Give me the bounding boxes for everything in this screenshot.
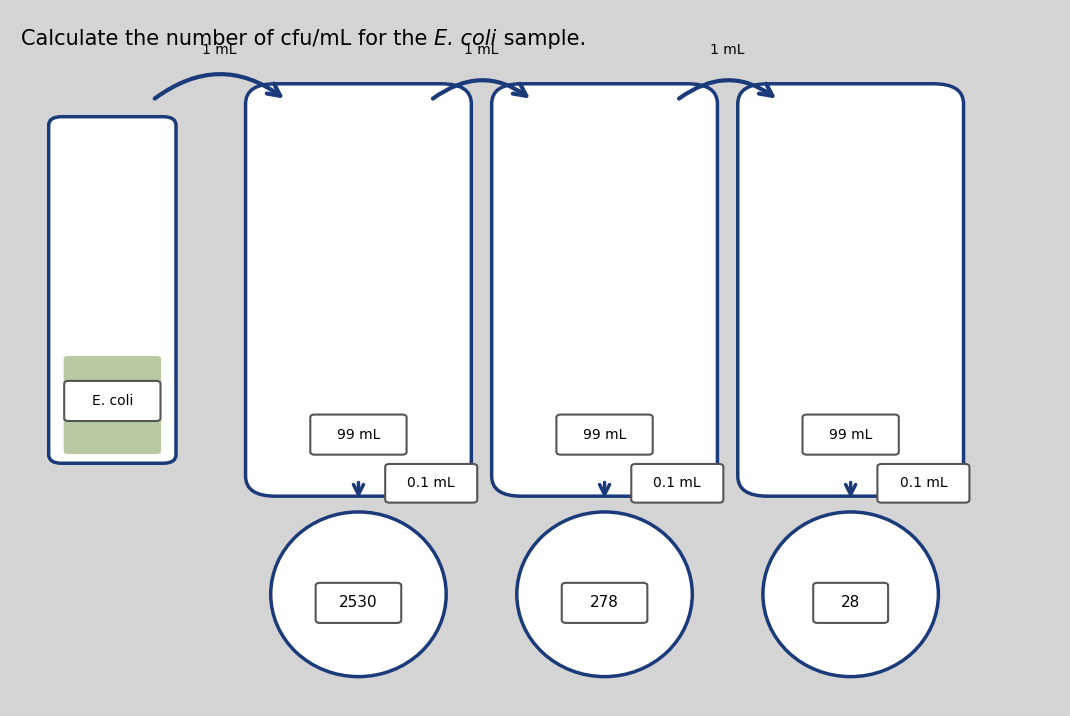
Text: 0.1 mL: 0.1 mL <box>408 476 455 490</box>
FancyBboxPatch shape <box>631 464 723 503</box>
Text: sample.: sample. <box>496 29 585 49</box>
Ellipse shape <box>517 512 692 677</box>
Ellipse shape <box>763 512 938 677</box>
Text: 2530: 2530 <box>339 596 378 610</box>
Text: 1 mL: 1 mL <box>202 43 236 57</box>
Text: 278: 278 <box>591 596 618 610</box>
Text: 1 mL: 1 mL <box>464 43 499 57</box>
FancyBboxPatch shape <box>310 415 407 455</box>
FancyBboxPatch shape <box>316 583 401 623</box>
Text: 0.1 mL: 0.1 mL <box>654 476 701 490</box>
Ellipse shape <box>271 512 446 677</box>
Text: E. coli: E. coli <box>434 29 496 49</box>
FancyBboxPatch shape <box>556 415 653 455</box>
FancyBboxPatch shape <box>64 356 160 454</box>
Text: 1 mL: 1 mL <box>710 43 745 57</box>
Text: 99 mL: 99 mL <box>583 427 626 442</box>
FancyBboxPatch shape <box>802 415 899 455</box>
Text: 28: 28 <box>841 596 860 610</box>
Text: 99 mL: 99 mL <box>337 427 380 442</box>
FancyBboxPatch shape <box>246 84 471 496</box>
Text: Calculate the number of cfu/mL for the: Calculate the number of cfu/mL for the <box>21 29 434 49</box>
FancyBboxPatch shape <box>64 381 160 421</box>
FancyBboxPatch shape <box>877 464 969 503</box>
FancyBboxPatch shape <box>491 84 717 496</box>
FancyBboxPatch shape <box>562 583 647 623</box>
FancyBboxPatch shape <box>385 464 477 503</box>
FancyBboxPatch shape <box>813 583 888 623</box>
Text: 0.1 mL: 0.1 mL <box>900 476 947 490</box>
FancyBboxPatch shape <box>738 84 963 496</box>
Text: E. coli: E. coli <box>92 394 133 408</box>
FancyBboxPatch shape <box>49 117 175 463</box>
Text: 99 mL: 99 mL <box>829 427 872 442</box>
